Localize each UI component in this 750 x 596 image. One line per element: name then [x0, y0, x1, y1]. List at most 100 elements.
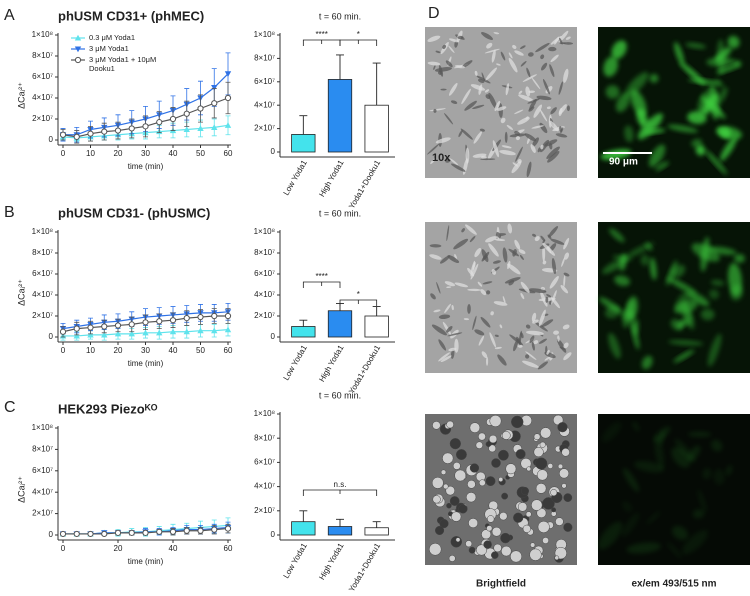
cell-fluorescence — [714, 78, 724, 88]
cell-fluorescence — [611, 40, 627, 59]
cell — [468, 546, 476, 554]
x-tick-label: 40 — [169, 346, 178, 355]
cell-fluorescence — [697, 489, 707, 513]
cell — [510, 550, 523, 563]
cell — [435, 137, 451, 144]
cell-fluorescence — [603, 56, 619, 77]
cell — [565, 36, 571, 40]
y-tick-label: 8×10⁷ — [254, 433, 275, 442]
cell — [435, 50, 441, 54]
cell-fluorescence — [674, 41, 685, 66]
cell — [439, 519, 449, 529]
cell — [501, 545, 512, 557]
cell-fluorescence — [616, 93, 630, 113]
cell-fluorescence — [604, 305, 620, 319]
cell — [449, 158, 459, 166]
cell — [518, 90, 523, 95]
cell — [433, 309, 441, 313]
cell — [494, 334, 499, 337]
cell-fluorescence — [608, 332, 621, 359]
y-tick-label: 2×10⁷ — [32, 509, 53, 518]
cell — [505, 463, 517, 475]
cell — [539, 441, 546, 448]
cell — [538, 338, 548, 344]
marker — [224, 326, 232, 333]
cell — [514, 50, 524, 56]
bar — [364, 527, 389, 536]
cell — [547, 150, 560, 163]
y-tick-label: 4×10⁷ — [32, 93, 53, 102]
marker — [87, 331, 94, 338]
cell — [563, 342, 569, 349]
cell — [518, 249, 526, 255]
cell — [453, 238, 469, 250]
y-tick-label: 4×10⁷ — [254, 482, 275, 491]
cell — [491, 49, 496, 63]
cell — [478, 335, 485, 346]
cell — [517, 502, 528, 512]
x-tick-label: Yoda1+Dooku1 — [347, 158, 382, 210]
x-tick-label: 60 — [224, 346, 233, 355]
cell-fluorescence — [730, 284, 743, 301]
cell — [563, 68, 569, 83]
x-tick-label: 50 — [196, 149, 205, 158]
cell — [454, 65, 466, 69]
marker — [128, 125, 135, 132]
y-tick-label: 8×10⁷ — [32, 445, 53, 454]
cell — [491, 458, 501, 468]
marker — [156, 119, 163, 126]
cell — [550, 238, 565, 245]
cell — [502, 296, 506, 304]
cell — [485, 67, 498, 81]
marker — [169, 115, 177, 123]
bar — [327, 79, 353, 153]
cell — [434, 67, 452, 72]
cell — [536, 95, 552, 101]
cell — [492, 260, 501, 264]
cell — [525, 324, 531, 329]
cell — [555, 517, 564, 526]
x-tick-label: 40 — [169, 544, 178, 553]
cell — [522, 360, 539, 368]
cell — [445, 485, 456, 496]
cell-fluorescence — [601, 421, 622, 443]
marker — [211, 84, 218, 91]
cell — [438, 339, 447, 351]
cell — [550, 36, 562, 45]
cell — [512, 249, 517, 257]
cell — [450, 536, 462, 548]
cell — [542, 497, 555, 510]
cell — [452, 462, 461, 470]
y-tick-label: 2×10⁷ — [32, 311, 53, 320]
cell — [531, 77, 541, 90]
cell — [531, 341, 535, 351]
cell — [454, 469, 467, 482]
column-label: Brightfield — [476, 579, 526, 590]
cell — [455, 449, 467, 460]
cell — [493, 543, 502, 553]
panel-label: C — [4, 399, 16, 416]
marker — [183, 315, 190, 322]
y-tick-label: 0 — [49, 332, 54, 341]
cell — [557, 463, 564, 470]
cell — [486, 42, 493, 49]
significance-bracket — [339, 299, 378, 306]
marker — [224, 71, 232, 78]
cell — [531, 499, 543, 511]
marker — [211, 327, 218, 334]
cell — [447, 255, 460, 264]
marker — [224, 122, 232, 128]
panel-label: A — [4, 7, 15, 24]
cell — [436, 282, 441, 294]
cell-fluorescence — [630, 319, 640, 350]
cell — [515, 146, 523, 162]
y-tick-label: 8×10⁷ — [32, 248, 53, 257]
cell — [525, 351, 537, 360]
y-axis-label: ΔCaᵢ²⁺ — [16, 476, 26, 503]
cell — [520, 61, 527, 67]
cell — [446, 420, 454, 429]
marker — [197, 527, 204, 534]
cell — [542, 244, 546, 262]
marker — [73, 530, 80, 538]
cell — [508, 279, 515, 286]
